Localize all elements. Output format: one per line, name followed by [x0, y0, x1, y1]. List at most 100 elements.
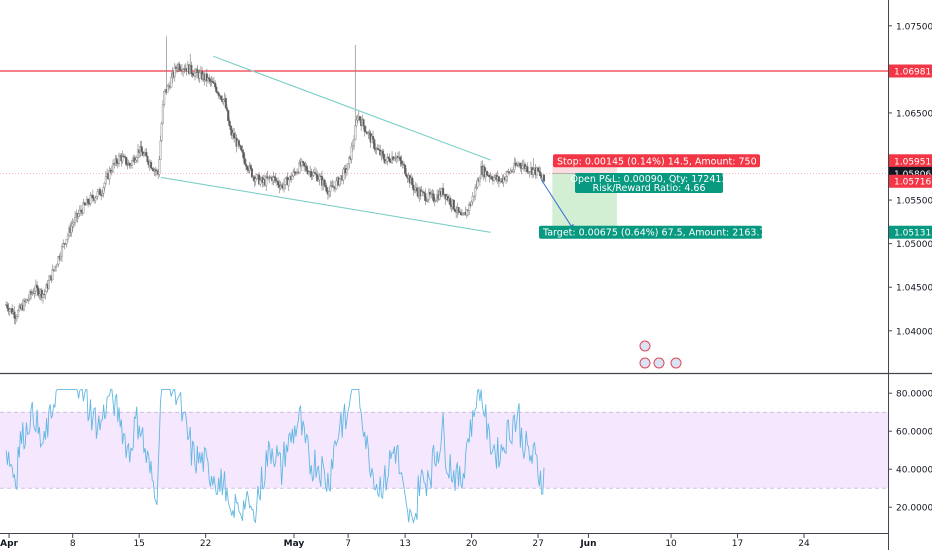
candle-body [376, 148, 379, 150]
candle-body [358, 116, 362, 121]
candle-body [452, 199, 455, 210]
candle-body [504, 176, 508, 181]
candle-body [149, 162, 153, 169]
candle-body [298, 162, 301, 173]
target-label[interactable]: Target: 0.00675 (0.64%) 67.5, Amount: 21… [539, 225, 772, 239]
channel-line[interactable] [213, 55, 491, 161]
candle-body [526, 166, 529, 173]
candle-body [47, 280, 50, 289]
candle-body [351, 145, 354, 148]
time-tick-label: May [284, 539, 305, 549]
flag-event-icon[interactable] [653, 357, 665, 369]
pnl-label[interactable]: Open P&L: 0.00090, Qty: 172413 Risk/Rewa… [571, 173, 728, 194]
candle-body [72, 222, 75, 225]
candle-body [60, 245, 64, 257]
rsi-axis: 80.0000 60.0000 40.0000 20.0000 [888, 390, 932, 514]
candle-body [82, 202, 85, 214]
candle-body [87, 199, 90, 204]
candle-body [459, 212, 462, 215]
candle-body [387, 156, 390, 159]
stop-label[interactable]: Stop: 0.00145 (0.14%) 14.5, Amount: 750 [553, 154, 760, 168]
price-tick-label: 1.05500 [896, 197, 932, 207]
candle-body [328, 191, 331, 195]
candle-body [405, 173, 408, 177]
candle-body [532, 169, 535, 175]
time-tick-label: 13 [399, 539, 410, 549]
candle-body [415, 187, 419, 192]
candle-body [117, 155, 121, 164]
candle-body [301, 161, 305, 163]
candle-body [512, 169, 515, 172]
candle-body [17, 310, 20, 317]
candle-body [246, 165, 249, 170]
candle-body [432, 193, 435, 202]
candle-body [121, 156, 124, 162]
time-tick-label: 10 [665, 539, 677, 549]
candle-body [423, 191, 426, 194]
candle-body [250, 168, 254, 178]
candle-body [94, 197, 97, 201]
candle-body [130, 160, 134, 166]
candle-body [249, 165, 252, 169]
candle-body [56, 263, 59, 267]
candle-body [381, 151, 384, 155]
time-tick-label: Jun [579, 539, 596, 549]
rsi-tick-label: 60.0000 [896, 428, 932, 438]
candle-body [493, 177, 496, 181]
candle-body [44, 291, 47, 295]
candle-body [476, 179, 479, 188]
price-axis[interactable]: 1.07500 1.06500 1.05500 1.05000 1.04500 1.040… [888, 22, 932, 337]
candle-body [70, 226, 73, 233]
candle-body [311, 175, 314, 178]
candle-body [538, 170, 541, 173]
candle-body [222, 99, 225, 102]
candle-body [284, 178, 287, 185]
economic-events[interactable] [639, 340, 682, 369]
candle-body [411, 177, 414, 185]
candle-body [355, 119, 358, 127]
time-tick-label: 27 [532, 539, 543, 549]
candle-body [51, 269, 54, 281]
candle-body [25, 299, 28, 303]
candle-body [217, 92, 220, 96]
candle-body [53, 266, 56, 270]
candle-body [385, 160, 388, 164]
candle-body [89, 195, 92, 204]
time-axis[interactable]: Apr 8 15 22 May 7 13 20 27 Jun 10 17 24 [0, 534, 810, 549]
candle-body [497, 176, 500, 182]
candle-body [163, 91, 166, 105]
candle-body [470, 201, 473, 206]
channel-lines[interactable] [160, 55, 491, 233]
candle-body [214, 82, 217, 88]
price-tag-label: 1.05951 [894, 157, 931, 167]
candle-body [191, 73, 194, 76]
flag-event-icon[interactable] [639, 357, 651, 369]
target-label-bg [539, 225, 762, 239]
price-tag [889, 154, 932, 168]
time-tick-label: 7 [345, 539, 351, 549]
candle-body [161, 104, 164, 125]
price-tag-label: 1.05131 [894, 229, 931, 239]
candle-body [315, 173, 318, 175]
price-tag [889, 174, 932, 188]
channel-line[interactable] [160, 176, 491, 233]
time-tick-label: 22 [200, 539, 211, 549]
flag-event-icon[interactable] [639, 340, 651, 352]
candle-body [277, 180, 280, 186]
candle-body [457, 207, 460, 212]
candle-body [211, 80, 214, 83]
price-tick-label: 1.05000 [896, 240, 932, 250]
candle-body [59, 256, 62, 259]
candle-body [259, 179, 262, 185]
candle-body [123, 156, 126, 158]
candle-body [103, 183, 106, 188]
candle-body [33, 291, 36, 294]
candle-body [273, 176, 276, 178]
flag-event-icon[interactable] [670, 357, 682, 369]
candle-body [372, 136, 375, 140]
candle-body [474, 187, 477, 197]
candle-body [539, 172, 542, 177]
candle-body [108, 169, 111, 180]
candle-body [323, 179, 326, 186]
